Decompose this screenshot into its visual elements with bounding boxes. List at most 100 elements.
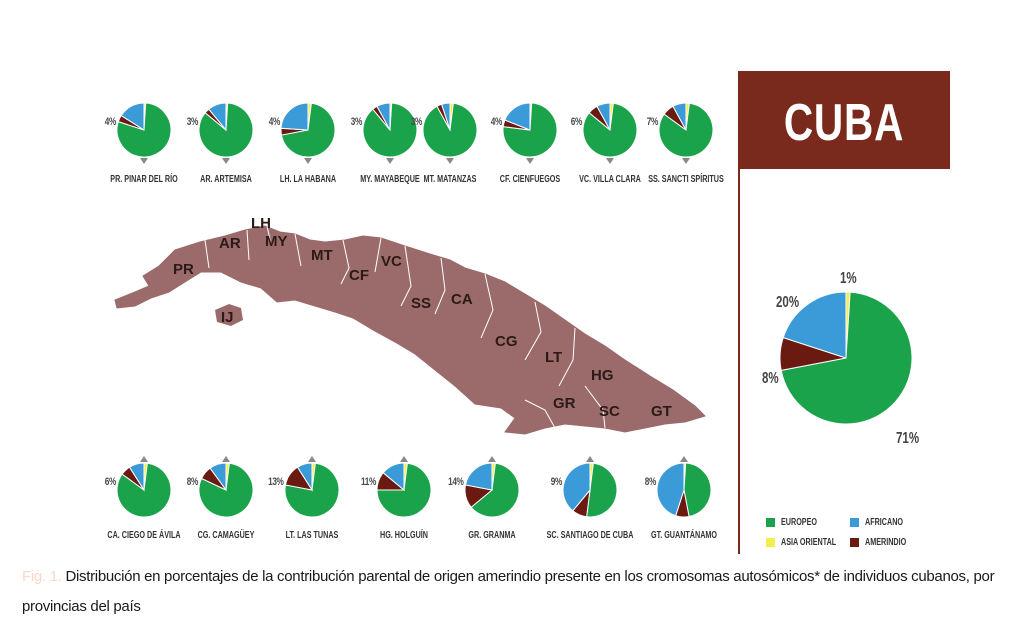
province-amerindio-label: 3% xyxy=(350,116,363,128)
province-pie-slice-africano xyxy=(504,102,531,131)
cuba-island-shape xyxy=(114,225,706,435)
legend-label-amerindio: AMERINDIO xyxy=(865,537,907,548)
province-label: LH. LA HABANA xyxy=(279,174,337,185)
national-pie-slice-africano xyxy=(782,291,847,359)
province-pie-block: 3% MY. MAYABEQUE xyxy=(335,90,445,200)
national-amerindio-label: 8% xyxy=(762,370,779,387)
province-label: SC. SANTIAGO DE CUBA xyxy=(546,530,634,541)
legend-europeo: EUROPEO xyxy=(766,517,831,528)
province-pie xyxy=(376,456,432,518)
province-amerindio-label: 6% xyxy=(570,116,583,128)
map-label-mt: MT xyxy=(311,247,333,264)
province-label: CA. CIEGO DE ÁVILA xyxy=(107,530,181,541)
province-pie-block: 3% AR. ARTEMISA xyxy=(171,90,281,200)
map-label-gt: GT xyxy=(651,403,672,420)
province-pie-block: 7% SS. SANCTI SPÍRITUS xyxy=(631,90,741,200)
map-label-gr: GR xyxy=(553,395,576,412)
legend-swatch-amerindio xyxy=(850,538,859,547)
cuba-title-box: CUBA xyxy=(738,71,950,169)
province-pie-block: 14% GR. GRANMA xyxy=(437,450,547,560)
province-label: CG. CAMAGÜEY xyxy=(197,530,255,541)
province-pie xyxy=(658,102,714,164)
province-pie-block: 6% VC. VILLA CLARA xyxy=(555,90,665,200)
pie-pointer-icon xyxy=(586,456,594,462)
map-label-ca: CA xyxy=(451,291,473,308)
province-label: SS. SANCTI SPÍRITUS xyxy=(648,174,724,185)
province-label: VC. VILLA CLARA xyxy=(579,174,641,185)
pie-pointer-icon xyxy=(680,456,688,462)
map-label-ij: IJ xyxy=(221,309,234,326)
province-pie-slice-africano xyxy=(562,462,591,512)
province-pie xyxy=(198,456,254,518)
province-pie-slice-africano xyxy=(441,102,451,131)
pie-pointer-icon xyxy=(526,158,534,164)
province-amerindio-label: 14% xyxy=(448,476,465,488)
province-pie-block: 3% MT. MATANZAS xyxy=(395,90,505,200)
map-label-ar: AR xyxy=(219,235,241,252)
province-pie-slice-africano xyxy=(464,462,493,491)
national-pie xyxy=(779,291,913,425)
province-label: HG. HOLGUÍN xyxy=(379,530,428,541)
legend-swatch-europeo xyxy=(766,518,775,527)
cuba-title: CUBA xyxy=(783,94,905,152)
province-amerindio-label: 7% xyxy=(646,116,659,128)
province-amerindio-label: 8% xyxy=(186,476,199,488)
province-pie-block: 4% PR. PINAR DEL RÍO xyxy=(89,90,199,200)
province-pie xyxy=(582,102,638,164)
pie-pointer-icon xyxy=(400,456,408,462)
province-pie-slice-europeo xyxy=(362,102,418,158)
province-label: GR. GRANMA xyxy=(468,530,516,541)
province-pie-block: 11% HG. HOLGUÍN xyxy=(349,450,459,560)
map-label-lt: LT xyxy=(545,349,562,366)
pie-pointer-icon xyxy=(222,158,230,164)
pie-pointer-icon xyxy=(140,456,148,462)
pie-pointer-icon xyxy=(606,158,614,164)
province-label: MY. MAYABEQUE xyxy=(360,174,420,185)
province-amerindio-label: 9% xyxy=(550,476,563,488)
province-amerindio-label: 11% xyxy=(361,476,376,488)
province-amerindio-label: 4% xyxy=(104,116,117,128)
province-pie-slice-africano xyxy=(382,462,405,492)
pie-pointer-icon xyxy=(140,158,148,164)
province-pie-slice-africano xyxy=(120,102,145,131)
national-europeo-label: 71% xyxy=(896,430,920,447)
province-pie-slice-europeo xyxy=(470,462,520,518)
map-label-cg: CG xyxy=(495,333,518,350)
caption-figure-label: Fig. 1. xyxy=(22,568,62,585)
map-label-cf: CF xyxy=(349,267,369,284)
province-pie-slice-africano xyxy=(596,102,611,131)
national-africano-label: 20% xyxy=(776,294,800,311)
map-label-pr: PR xyxy=(173,261,194,278)
province-pie xyxy=(362,102,418,164)
province-pie xyxy=(198,102,254,164)
province-amerindio-label: 3% xyxy=(186,116,199,128)
province-pie-slice-africano xyxy=(376,102,391,131)
province-pie-block: 4% LH. LA HABANA xyxy=(253,90,363,200)
pie-pointer-icon xyxy=(488,456,496,462)
province-pie-slice-africano xyxy=(280,102,309,131)
province-pie-slice-africano xyxy=(672,102,687,131)
legend-swatch-africano xyxy=(850,518,859,527)
legend-label-asia-oriental: ASIA ORIENTAL xyxy=(781,537,837,548)
province-label: MT. MATANZAS xyxy=(423,174,477,185)
province-pie-block: 4% CF. CIENFUEGOS xyxy=(475,90,585,200)
province-amerindio-label: 4% xyxy=(268,116,281,128)
province-pie xyxy=(422,102,478,164)
legend-asia-oriental: ASIA ORIENTAL xyxy=(766,537,858,548)
national-pie-slice-europeo xyxy=(780,291,913,425)
province-pie-block: 6% CA. CIEGO DE ÁVILA xyxy=(89,450,199,560)
province-pie-block: 9% SC. SANTIAGO DE CUBA xyxy=(535,450,645,560)
cuba-map: LH AR MY PR MT VC CF SS CA IJ CG LT HG G… xyxy=(114,215,706,435)
legend-label-africano: AFRICANO xyxy=(865,517,904,528)
province-pie-slice-europeo xyxy=(586,462,618,518)
province-pie-block: 13% LT. LAS TUNAS xyxy=(257,450,367,560)
province-amerindio-label: 13% xyxy=(268,476,285,488)
pie-pointer-icon xyxy=(308,456,316,462)
national-asia-label: 1% xyxy=(840,270,857,287)
legend-africano: AFRICANO xyxy=(850,517,918,528)
province-pie xyxy=(284,456,340,518)
province-amerindio-label: 6% xyxy=(104,476,117,488)
province-pie-block: 8% CG. CAMAGÜEY xyxy=(171,450,281,560)
pie-pointer-icon xyxy=(222,456,230,462)
map-label-ss: SS xyxy=(411,295,431,312)
